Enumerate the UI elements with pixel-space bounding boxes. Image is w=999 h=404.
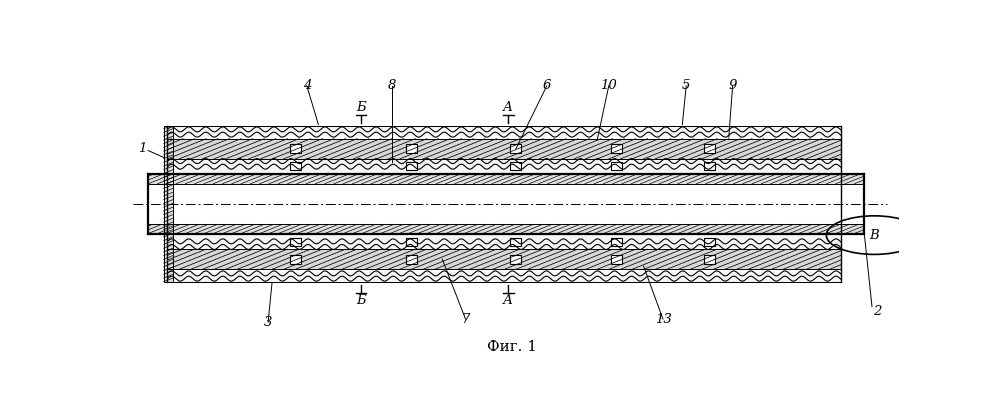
Text: 2: 2 — [873, 305, 881, 318]
Text: 1: 1 — [138, 141, 146, 154]
Bar — [164, 126, 173, 282]
Bar — [148, 224, 864, 234]
Text: 10: 10 — [600, 79, 617, 92]
FancyBboxPatch shape — [510, 255, 521, 264]
FancyBboxPatch shape — [704, 162, 715, 170]
FancyBboxPatch shape — [510, 144, 521, 154]
Text: 3: 3 — [264, 316, 273, 329]
FancyBboxPatch shape — [406, 238, 417, 246]
FancyBboxPatch shape — [406, 144, 417, 154]
Text: Фиг. 1: Фиг. 1 — [487, 340, 537, 354]
FancyBboxPatch shape — [290, 238, 301, 246]
Bar — [168, 139, 841, 159]
FancyBboxPatch shape — [704, 144, 715, 154]
FancyBboxPatch shape — [290, 162, 301, 170]
Bar — [168, 249, 841, 269]
Text: Б: Б — [356, 294, 366, 307]
Text: 4: 4 — [303, 79, 311, 92]
Text: В: В — [869, 229, 879, 242]
FancyBboxPatch shape — [510, 238, 521, 246]
Bar — [168, 272, 841, 282]
Text: 5: 5 — [682, 79, 690, 92]
Bar — [168, 234, 841, 248]
FancyBboxPatch shape — [611, 162, 622, 170]
FancyBboxPatch shape — [406, 255, 417, 264]
Text: 9: 9 — [728, 79, 737, 92]
FancyBboxPatch shape — [290, 255, 301, 264]
FancyBboxPatch shape — [406, 162, 417, 170]
Text: А: А — [503, 294, 513, 307]
FancyBboxPatch shape — [290, 144, 301, 154]
Text: 13: 13 — [654, 313, 671, 326]
FancyBboxPatch shape — [704, 255, 715, 264]
FancyBboxPatch shape — [510, 162, 521, 170]
Text: 7: 7 — [462, 313, 470, 326]
Bar — [148, 184, 864, 224]
Bar — [148, 175, 864, 184]
FancyBboxPatch shape — [704, 238, 715, 246]
Text: Б: Б — [356, 101, 366, 114]
FancyBboxPatch shape — [611, 238, 622, 246]
FancyBboxPatch shape — [611, 144, 622, 154]
Text: А: А — [503, 101, 513, 114]
Bar — [168, 126, 841, 136]
FancyBboxPatch shape — [611, 255, 622, 264]
Text: 8: 8 — [388, 79, 397, 92]
Text: 6: 6 — [542, 79, 551, 92]
Bar — [168, 160, 841, 175]
